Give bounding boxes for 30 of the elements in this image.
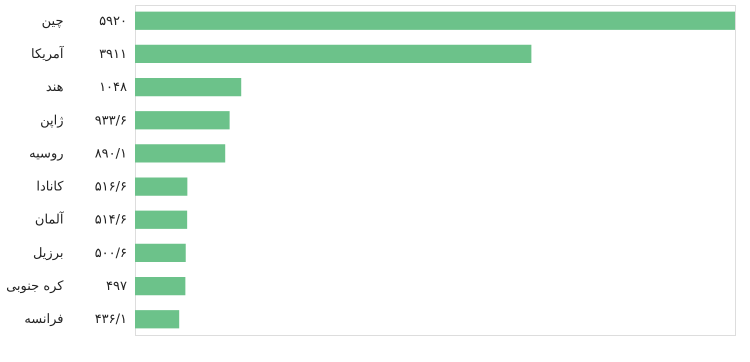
y-tick-label: آلمان [34, 210, 65, 228]
data-label: ۵۹۲۰ [99, 14, 127, 29]
data-label: ۹۳۳/۶ [94, 113, 127, 128]
data-label: ۳۹۱۱ [99, 46, 127, 62]
y-tick-label: چین [42, 14, 64, 29]
y-tick-label: کانادا [36, 180, 64, 195]
y-tick-label: کره جنوبی [6, 279, 64, 294]
bar [135, 276, 186, 296]
bar [135, 210, 188, 229]
bar [135, 78, 242, 96]
bar [135, 44, 532, 64]
y-tick-label: ژاپن [40, 113, 64, 128]
bar [135, 177, 188, 196]
data-label: ۴۹۷ [106, 279, 128, 294]
y-tick-label: روسیه [29, 146, 64, 162]
y-tick-label: هند [46, 80, 64, 96]
bar [135, 144, 226, 163]
data-label: ۸۹۰/۱ [94, 146, 127, 162]
data-label: ۵۱۶/۶ [94, 180, 127, 195]
bar [135, 244, 186, 262]
bar [135, 310, 180, 328]
y-tick-label: فرانسه [24, 312, 64, 328]
data-label: ۵۰۰/۶ [94, 246, 127, 261]
y-tick-label: برزیل [32, 246, 64, 261]
bar [135, 12, 735, 30]
bar [135, 111, 230, 130]
data-label: ۱۰۴۸ [99, 80, 128, 96]
data-label: ۴۳۶/۱ [94, 312, 127, 328]
y-tick-label: آمریکا [30, 44, 65, 62]
data-label: ۵۱۴/۶ [94, 212, 127, 228]
